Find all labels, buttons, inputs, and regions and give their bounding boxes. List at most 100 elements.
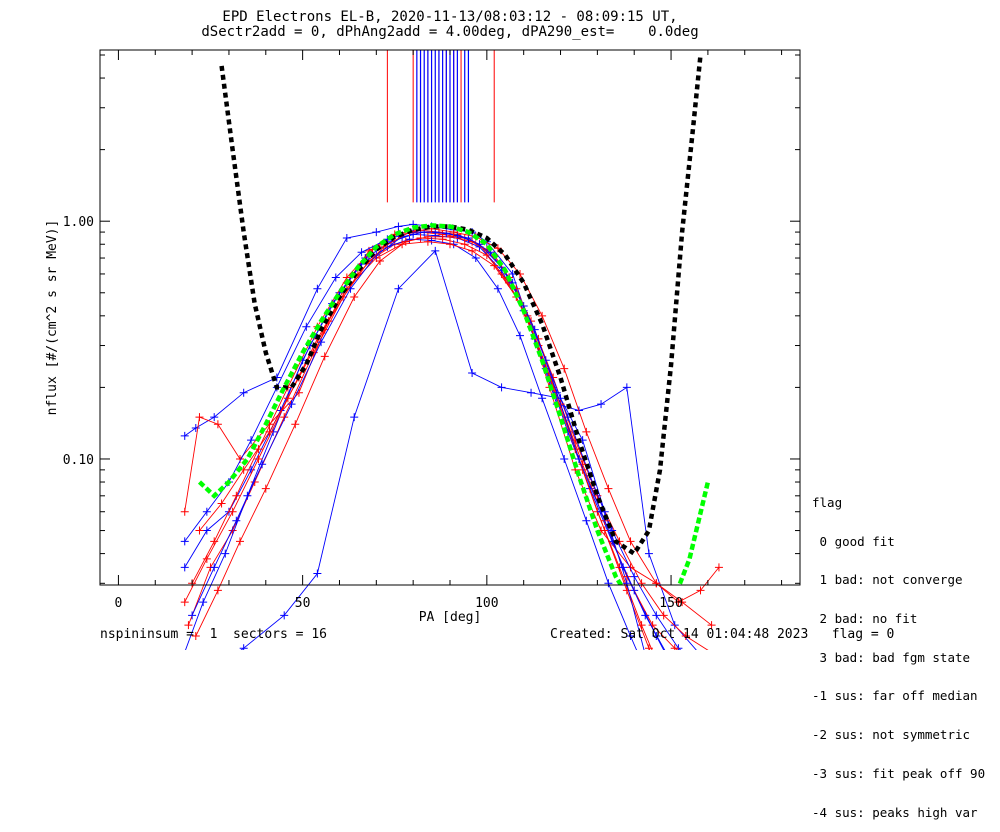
data-point bbox=[659, 611, 668, 620]
data-point bbox=[446, 240, 454, 249]
data-point bbox=[696, 586, 705, 595]
data-point bbox=[320, 352, 329, 361]
data-point bbox=[232, 516, 241, 525]
data-point bbox=[280, 611, 289, 620]
series-line bbox=[195, 236, 651, 650]
data-point bbox=[210, 537, 219, 546]
data-point bbox=[527, 388, 536, 397]
x-tick-label: 150 bbox=[659, 596, 682, 611]
data-point bbox=[471, 254, 480, 263]
data-point bbox=[180, 431, 189, 440]
data-point bbox=[622, 383, 631, 392]
data-point bbox=[210, 413, 219, 422]
data-point bbox=[202, 526, 211, 535]
x-tick-label: 50 bbox=[295, 596, 311, 611]
data-point bbox=[600, 526, 609, 535]
data-point bbox=[254, 454, 263, 463]
series-line bbox=[191, 231, 709, 650]
data-point bbox=[221, 549, 230, 558]
data-point bbox=[239, 388, 248, 397]
data-point bbox=[372, 228, 381, 237]
series-red-7 bbox=[191, 232, 653, 650]
data-point bbox=[287, 400, 296, 409]
data-point bbox=[239, 644, 248, 650]
data-point bbox=[202, 554, 211, 563]
series-line bbox=[187, 237, 653, 650]
series-line bbox=[185, 238, 638, 650]
data-point bbox=[294, 388, 303, 397]
footer-created-info: Created: Sat Oct 14 01:04:48 2023 flag =… bbox=[550, 627, 895, 642]
series-line bbox=[184, 223, 697, 650]
data-point bbox=[497, 383, 506, 392]
data-point bbox=[357, 248, 366, 257]
data-point bbox=[180, 563, 189, 572]
data-point bbox=[236, 537, 244, 546]
data-point bbox=[670, 644, 679, 650]
data-point bbox=[574, 454, 583, 463]
data-point bbox=[350, 413, 359, 422]
data-point bbox=[313, 284, 322, 293]
data-point bbox=[652, 611, 661, 620]
data-point bbox=[195, 413, 204, 422]
data-point bbox=[431, 246, 440, 255]
data-point bbox=[707, 621, 716, 630]
flux-spike-lines bbox=[386, 50, 495, 203]
data-point bbox=[560, 364, 569, 373]
data-point bbox=[552, 388, 561, 397]
data-point bbox=[195, 526, 204, 535]
legend-title: flag bbox=[812, 494, 843, 510]
y-tick-label: 1.00 bbox=[63, 215, 94, 230]
data-point bbox=[258, 460, 267, 469]
data-series bbox=[180, 220, 723, 650]
data-point bbox=[604, 579, 613, 588]
legend-item: -1 sus: far off median bbox=[812, 688, 978, 704]
data-point bbox=[560, 454, 569, 463]
data-point bbox=[191, 632, 200, 641]
data-point bbox=[291, 420, 300, 429]
data-point bbox=[619, 563, 628, 572]
data-point bbox=[199, 598, 208, 607]
data-point bbox=[184, 621, 193, 630]
data-point bbox=[423, 237, 432, 246]
data-point bbox=[644, 644, 653, 650]
data-point bbox=[331, 273, 340, 282]
x-tick-label: 0 bbox=[115, 596, 123, 611]
data-point bbox=[468, 246, 477, 255]
data-point bbox=[213, 586, 222, 595]
legend-item: 1 bad: not converge bbox=[812, 572, 963, 588]
data-point bbox=[622, 586, 631, 595]
chart-title-line2: dSectr2add = 0, dPhAng2add = 4.00deg, dP… bbox=[201, 24, 699, 40]
data-point bbox=[254, 445, 263, 454]
x-tick-label: 100 bbox=[475, 596, 498, 611]
data-point bbox=[213, 420, 222, 429]
data-point bbox=[202, 507, 211, 516]
data-point bbox=[228, 507, 237, 516]
data-point bbox=[641, 611, 650, 620]
data-point bbox=[210, 563, 219, 572]
data-point bbox=[180, 507, 189, 516]
data-point bbox=[468, 368, 477, 377]
fit-curve-green bbox=[197, 223, 711, 585]
data-point bbox=[626, 632, 635, 641]
data-point bbox=[394, 284, 403, 293]
data-point bbox=[261, 484, 270, 493]
data-point bbox=[342, 233, 351, 242]
data-point bbox=[398, 240, 407, 249]
data-point bbox=[652, 579, 661, 588]
chart-title-line1: EPD Electrons EL-B, 2020-11-13/08:03:12 … bbox=[222, 9, 678, 25]
data-point bbox=[317, 338, 326, 347]
fit-curve-black bbox=[219, 54, 703, 557]
data-point bbox=[265, 427, 274, 436]
series-blue-0 bbox=[180, 220, 697, 650]
data-point bbox=[714, 563, 723, 572]
data-point bbox=[637, 579, 646, 588]
y-tick-label: 0.10 bbox=[63, 453, 94, 468]
data-point bbox=[490, 261, 499, 270]
data-point bbox=[622, 572, 631, 581]
data-point bbox=[191, 423, 200, 432]
flag-legend: flag 0 good fit 1 bad: not converge 2 ba… bbox=[812, 471, 985, 832]
data-point bbox=[247, 436, 256, 445]
legend-item: -4 sus: peaks high var bbox=[812, 804, 978, 820]
